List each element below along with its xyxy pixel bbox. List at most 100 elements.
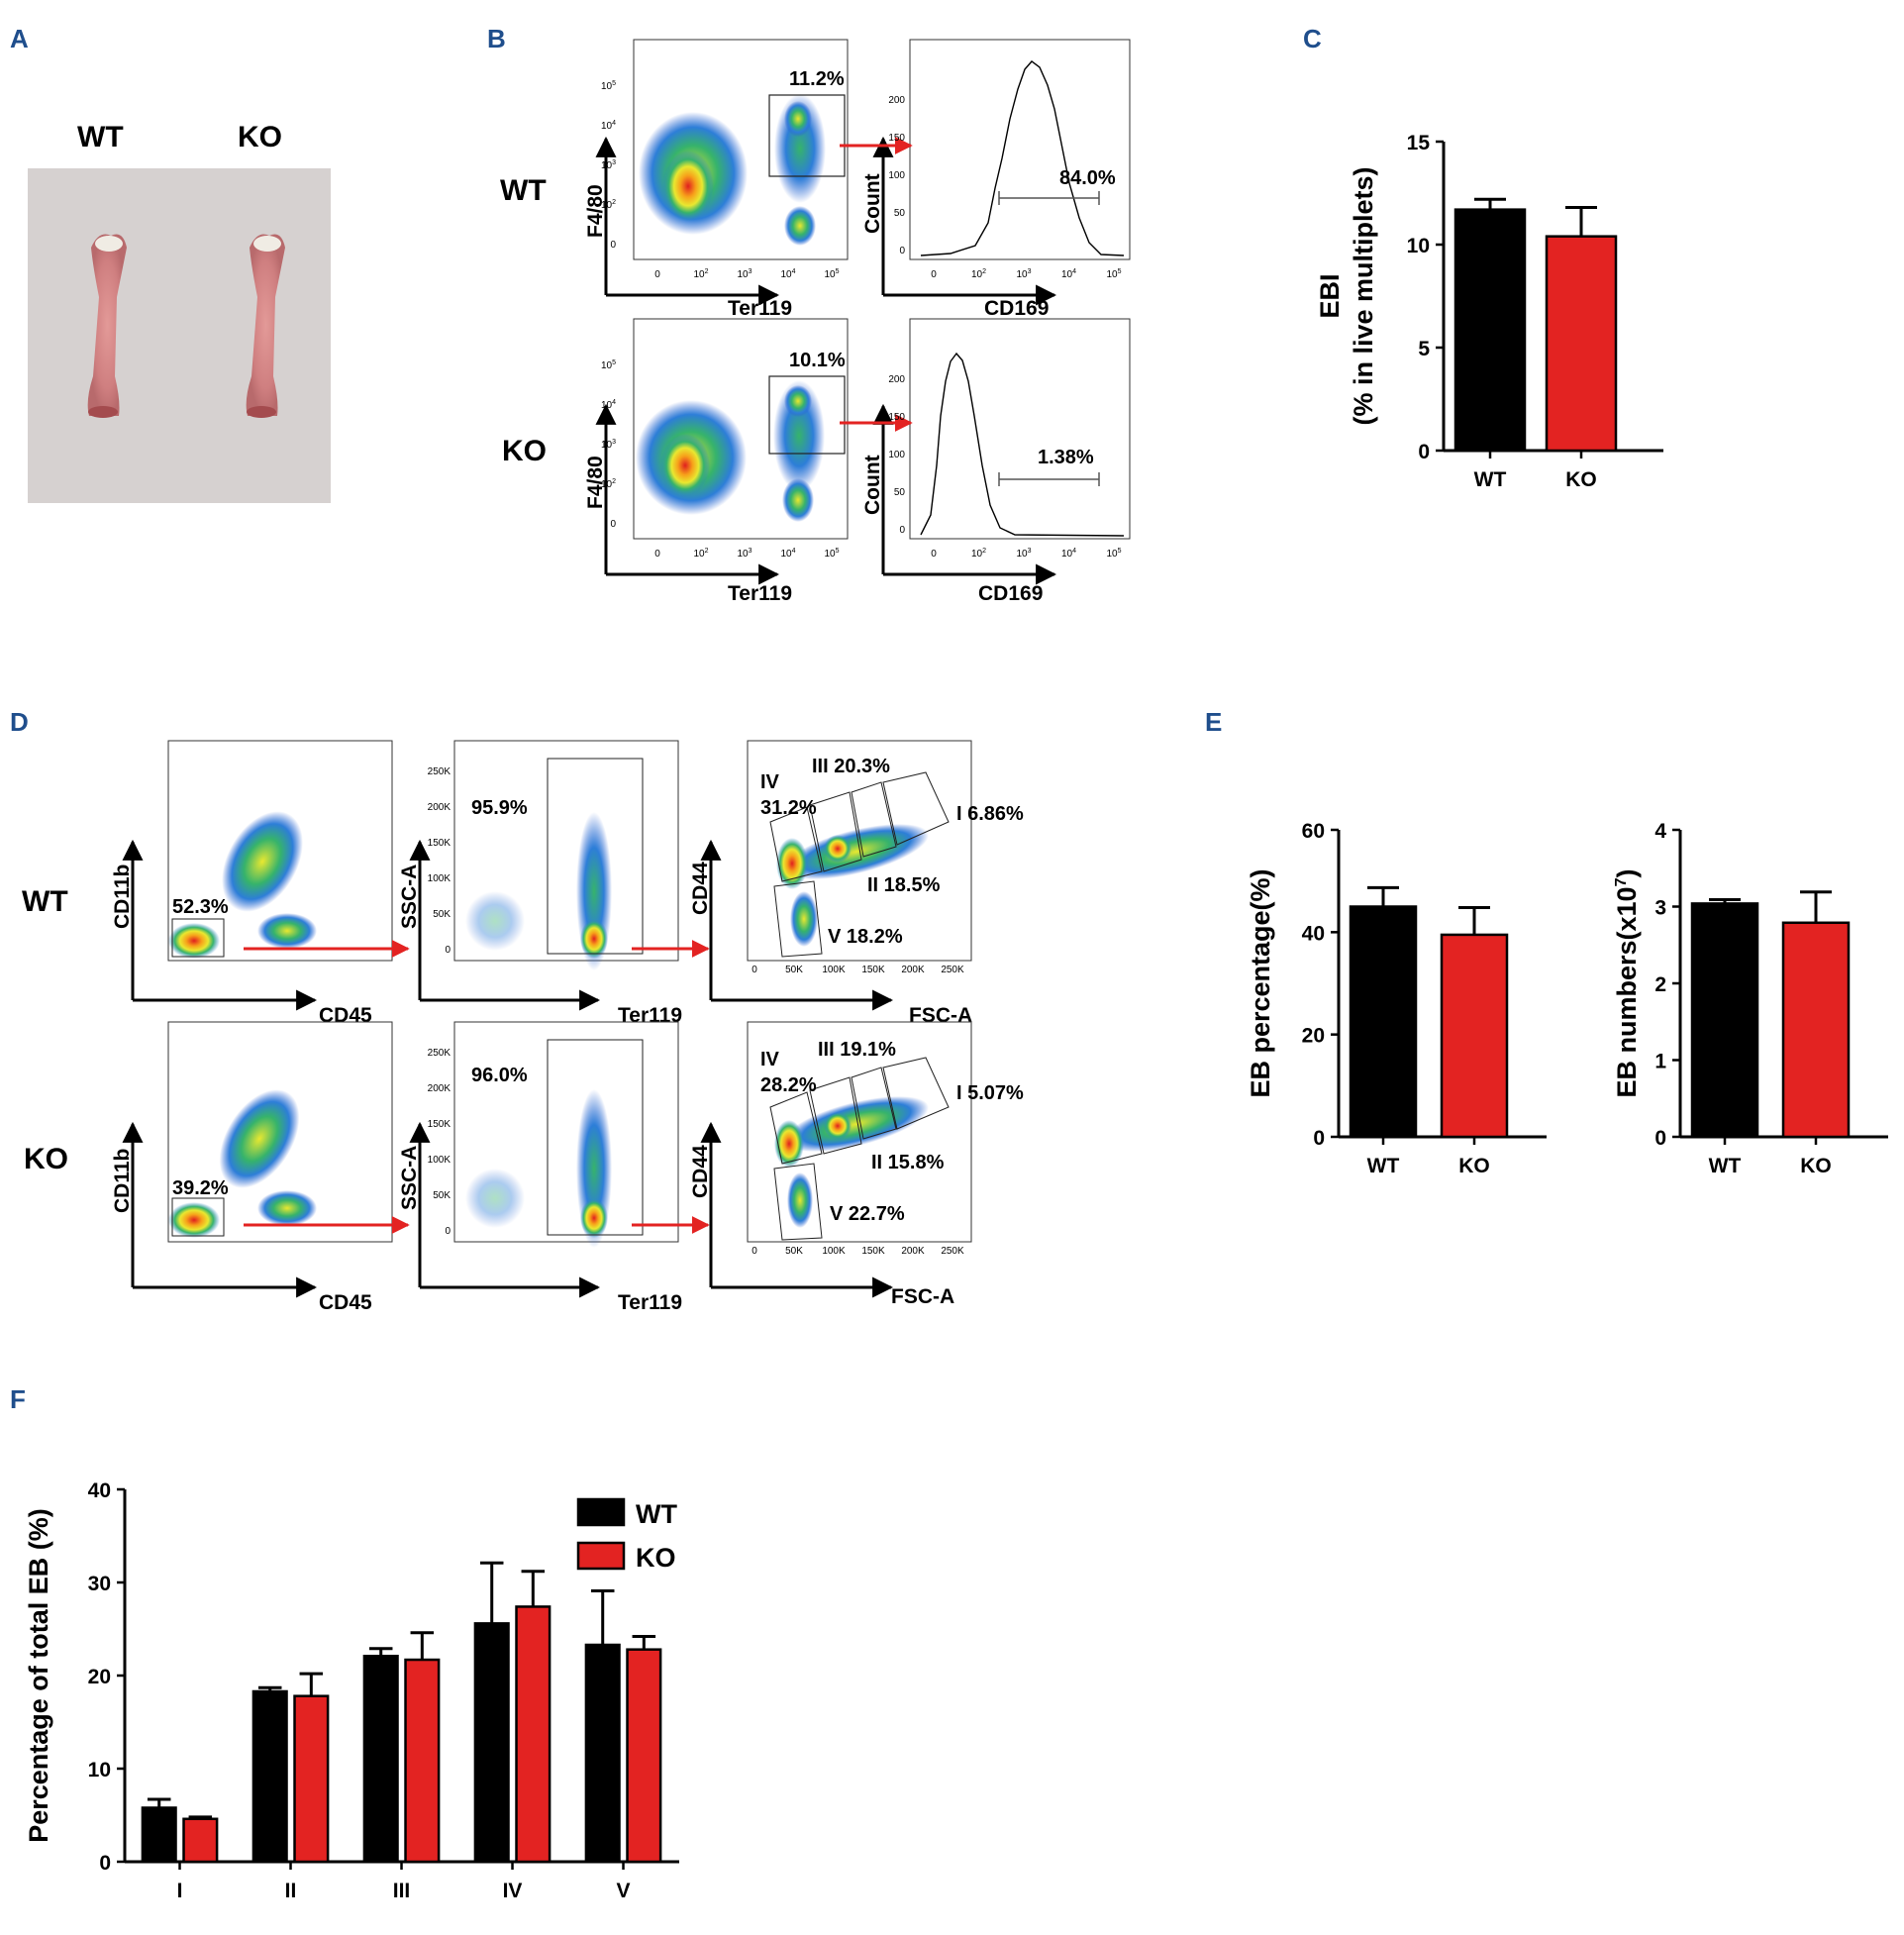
y-tick-label: 60 bbox=[1302, 820, 1325, 843]
flow-y-tick-label: 0 bbox=[610, 240, 616, 251]
fsc-tick-label: 150K bbox=[861, 1246, 885, 1257]
ko-scatter-y-label: F4/80 bbox=[584, 456, 607, 509]
bar-ko bbox=[626, 1648, 662, 1864]
wt-cd44-label: CD44 bbox=[689, 862, 712, 915]
ssc-tick-label: 250K bbox=[428, 1048, 451, 1059]
count-tick-label: 0 bbox=[899, 246, 905, 256]
wt-stage-v: V 18.2% bbox=[828, 926, 903, 948]
flow-tick-label: 103 bbox=[737, 268, 752, 280]
panel-label-e: E bbox=[1205, 707, 1222, 737]
ssc-tick-label: 150K bbox=[428, 838, 451, 849]
wt-stage-iv: 31.2% bbox=[760, 797, 817, 819]
legend-label-wt: WT bbox=[636, 1499, 677, 1529]
fsc-tick-label: 0 bbox=[752, 1246, 757, 1257]
category-label: II bbox=[285, 1880, 297, 1902]
panel-label-d: D bbox=[10, 707, 29, 737]
ssc-tick-label: 0 bbox=[445, 945, 451, 956]
y-tick-label: 20 bbox=[88, 1666, 111, 1688]
wt-stage-iv-label: IV bbox=[760, 771, 780, 793]
ssc-tick-label: 250K bbox=[428, 766, 451, 777]
bar-wt bbox=[1349, 905, 1418, 1139]
flow-tick-label: 102 bbox=[693, 268, 708, 280]
y-tick-label: 30 bbox=[88, 1573, 111, 1595]
panel-a-photo: WT KO bbox=[28, 121, 331, 503]
wt-ssc-label: SSC-A bbox=[398, 865, 421, 929]
count-tick-label: 50 bbox=[894, 487, 906, 498]
ssc-tick-label: 0 bbox=[445, 1226, 451, 1237]
count-tick-label: 0 bbox=[899, 525, 905, 536]
y-tick-label: 0 bbox=[1313, 1127, 1325, 1150]
ko-cd169-percent: 1.38% bbox=[1038, 447, 1094, 468]
ssc-tick-label: 150K bbox=[428, 1119, 451, 1130]
flow-y-tick-label: 104 bbox=[601, 399, 616, 411]
y-axis-title: EBI bbox=[1315, 273, 1345, 318]
fsc-tick-label: 50K bbox=[785, 965, 803, 975]
ko-ssc-ter119-plot: 96.0% Ter119 SSC-A bbox=[398, 1021, 682, 1314]
flow-y-tick-label: 105 bbox=[601, 80, 616, 92]
wt-scatter-x-label: Ter119 bbox=[728, 297, 792, 320]
flow-y-tick-label: 0 bbox=[610, 519, 616, 530]
ko-ssc-label: SSC-A bbox=[398, 1146, 421, 1210]
flow-y-tick-label: 104 bbox=[601, 120, 616, 132]
wt-stage-ii: II 18.5% bbox=[867, 874, 941, 896]
wt-cd11b-label: CD11b bbox=[111, 865, 134, 929]
ssc-tick-label: 100K bbox=[428, 1155, 451, 1166]
flow-tick-label: 105 bbox=[1106, 268, 1121, 280]
y-tick-label: 20 bbox=[1302, 1025, 1325, 1048]
bar-ko bbox=[293, 1694, 330, 1864]
count-tick-label: 100 bbox=[888, 170, 905, 181]
panel-d-wt-label: WT bbox=[22, 885, 68, 918]
wt-hist-y-label: Count bbox=[861, 173, 884, 234]
ssc-tick-label: 50K bbox=[433, 1190, 451, 1201]
ssc-tick-label: 200K bbox=[428, 1083, 451, 1094]
wt-cd11b-gate-percent: 52.3% bbox=[172, 896, 229, 918]
fsc-tick-label: 250K bbox=[941, 965, 964, 975]
category-label: KO bbox=[1800, 1155, 1832, 1177]
bar-wt bbox=[584, 1643, 621, 1864]
flow-tick-label: 105 bbox=[824, 268, 839, 280]
legend-swatch-wt bbox=[576, 1497, 626, 1527]
category-label: KO bbox=[1458, 1155, 1490, 1177]
ko-ter119-gate-percent: 10.1% bbox=[789, 350, 846, 371]
flow-tick-label: 104 bbox=[780, 268, 795, 280]
ko-f480-ter119-scatter: 10.1% Ter119 F4/80 bbox=[584, 318, 849, 605]
ko-cd11b-cd45-plot: 39.2% CD45 CD11b bbox=[111, 1021, 393, 1314]
flow-tick-label: 102 bbox=[971, 268, 986, 280]
y-tick-label: 0 bbox=[99, 1852, 111, 1875]
bar-wt bbox=[1690, 902, 1759, 1139]
ko-cd44-fsc-plot: III 19.1% IV 28.2% I 5.07% II 15.8% V 22… bbox=[689, 1021, 1024, 1308]
flow-tick-label: 103 bbox=[737, 548, 752, 560]
fsc-tick-label: 200K bbox=[901, 965, 925, 975]
wt-ter119-gate-percent-d: 95.9% bbox=[471, 797, 528, 819]
flow-tick-label: 0 bbox=[654, 269, 660, 280]
bar-ko bbox=[515, 1605, 551, 1864]
bar-wt bbox=[1453, 208, 1527, 453]
ko-stage-i: I 5.07% bbox=[956, 1082, 1024, 1104]
ko-femur-image bbox=[246, 234, 285, 418]
ko-fsc-label: FSC-A bbox=[891, 1285, 954, 1308]
flow-tick-label: 0 bbox=[931, 549, 937, 560]
flow-y-tick-label: 102 bbox=[601, 478, 616, 490]
eb-numbers-bar-chart: 0 1 2 3 4 WT KO EB numbers(x107) bbox=[1612, 820, 1888, 1177]
y-tick-label: 10 bbox=[88, 1759, 111, 1782]
fsc-tick-label: 150K bbox=[861, 965, 885, 975]
y-tick-label: 2 bbox=[1654, 973, 1666, 996]
wt-cd169-percent: 84.0% bbox=[1059, 167, 1116, 189]
wt-f480-ter119-scatter: 11.2% Ter119 F4/80 bbox=[584, 39, 849, 320]
category-label: WT bbox=[1474, 468, 1507, 491]
y-tick-label: 1 bbox=[1654, 1051, 1666, 1073]
ko-stage-iii: III 19.1% bbox=[818, 1039, 896, 1061]
flow-tick-label: 0 bbox=[931, 269, 937, 280]
panel-b: WT KO 11.2% Ter119 F4/80 84.0% bbox=[500, 39, 1131, 605]
y-axis-title: EB numbers(x107) bbox=[1612, 869, 1642, 1098]
y-axis-title: EB percentage(%) bbox=[1246, 868, 1275, 1097]
y-tick-label: 10 bbox=[1407, 235, 1430, 257]
bone-photo-background bbox=[28, 168, 331, 503]
bar-wt bbox=[141, 1806, 177, 1864]
panel-label-b: B bbox=[487, 24, 506, 53]
ko-hist-y-label: Count bbox=[861, 455, 884, 515]
category-label: III bbox=[393, 1880, 411, 1902]
ssc-tick-label: 100K bbox=[428, 873, 451, 884]
ebi-bar-chart: 0 5 10 15 WT KO EBI (% in live multiplets) bbox=[1315, 132, 1663, 491]
category-label: WT bbox=[1709, 1155, 1742, 1177]
